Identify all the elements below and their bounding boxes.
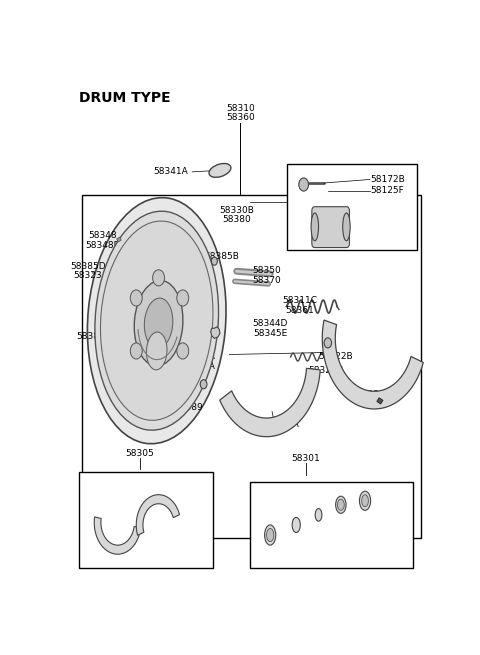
- Text: 58301: 58301: [291, 455, 320, 464]
- Ellipse shape: [311, 213, 319, 241]
- Polygon shape: [322, 320, 423, 409]
- FancyBboxPatch shape: [312, 207, 349, 248]
- Text: 58321C: 58321C: [309, 366, 343, 375]
- Ellipse shape: [336, 496, 346, 514]
- Ellipse shape: [362, 495, 368, 507]
- Text: 58344D
58345E: 58344D 58345E: [252, 319, 288, 338]
- Text: 58386B: 58386B: [76, 332, 111, 341]
- Ellipse shape: [266, 529, 274, 542]
- Ellipse shape: [209, 164, 231, 178]
- Circle shape: [177, 290, 189, 306]
- Text: 58341A: 58341A: [154, 168, 188, 176]
- Circle shape: [200, 380, 207, 389]
- Circle shape: [211, 257, 217, 265]
- Bar: [287, 164, 417, 250]
- Text: 58310
58360: 58310 58360: [226, 103, 255, 122]
- Circle shape: [177, 343, 189, 359]
- Ellipse shape: [95, 211, 218, 430]
- Polygon shape: [94, 517, 141, 554]
- Text: 58125F: 58125F: [371, 186, 404, 195]
- Polygon shape: [136, 495, 180, 535]
- Circle shape: [324, 338, 332, 348]
- Text: 58385D
58323: 58385D 58323: [70, 262, 106, 280]
- Polygon shape: [220, 368, 320, 437]
- Ellipse shape: [360, 491, 371, 510]
- Bar: [117, 237, 121, 242]
- Ellipse shape: [146, 332, 167, 370]
- Polygon shape: [211, 327, 220, 339]
- Ellipse shape: [292, 517, 300, 533]
- Circle shape: [153, 270, 165, 286]
- Text: 58330B
58380: 58330B 58380: [219, 206, 254, 225]
- Text: 58311C
58361: 58311C 58361: [282, 297, 317, 315]
- Ellipse shape: [315, 508, 322, 521]
- Ellipse shape: [134, 280, 183, 366]
- Text: DRUM TYPE: DRUM TYPE: [79, 91, 170, 105]
- Text: 58356A
58366A: 58356A 58366A: [180, 352, 215, 371]
- Ellipse shape: [144, 298, 173, 348]
- Ellipse shape: [264, 525, 276, 545]
- Text: 58350
58370: 58350 58370: [252, 266, 281, 285]
- Bar: [83, 195, 421, 538]
- Ellipse shape: [87, 198, 226, 443]
- Circle shape: [130, 290, 142, 306]
- Ellipse shape: [337, 499, 344, 510]
- Text: 58312A: 58312A: [264, 420, 299, 429]
- Text: 58322B: 58322B: [318, 352, 353, 362]
- Text: 58348
58348R: 58348 58348R: [85, 231, 120, 250]
- Text: 1231FD: 1231FD: [363, 390, 398, 400]
- Text: 58389: 58389: [174, 403, 203, 412]
- Polygon shape: [377, 398, 383, 404]
- Text: 58172B: 58172B: [371, 175, 406, 184]
- Ellipse shape: [343, 213, 350, 241]
- Text: 58305: 58305: [126, 449, 155, 458]
- Text: 58385B: 58385B: [204, 252, 239, 261]
- Bar: [250, 482, 413, 568]
- Circle shape: [299, 178, 309, 191]
- Text: 58355
58365: 58355 58365: [137, 221, 166, 240]
- Ellipse shape: [100, 221, 213, 421]
- Bar: [79, 472, 213, 568]
- Circle shape: [130, 343, 142, 359]
